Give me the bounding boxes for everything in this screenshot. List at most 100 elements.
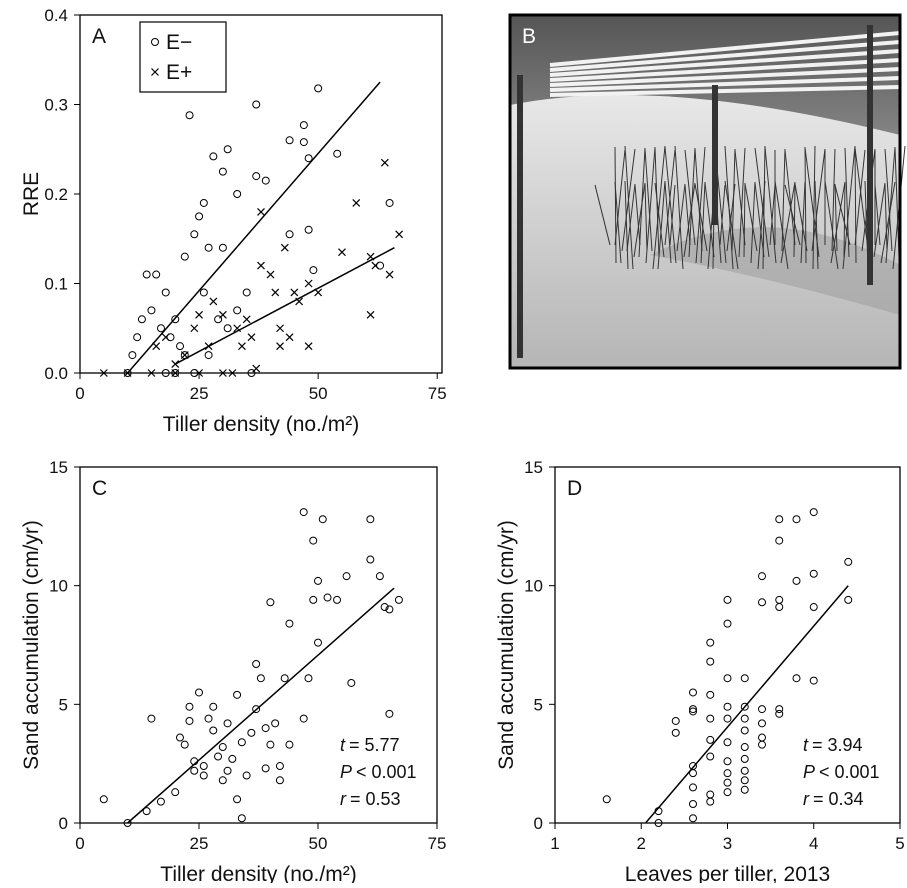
x-axis-title: Leaves per tiller, 2013 [625, 863, 830, 883]
photo-grass [724, 180, 739, 270]
photo-grass [754, 182, 765, 258]
photo-grass [614, 181, 622, 264]
photo-grass [885, 146, 896, 264]
legend-marker [151, 68, 159, 76]
photo-grass [824, 180, 839, 270]
photo-grass [694, 183, 708, 252]
photo-grass [688, 147, 696, 258]
data-point [375, 572, 384, 581]
photo-grass [734, 149, 746, 246]
data-point [257, 207, 265, 216]
data-point [209, 152, 218, 161]
data-point [304, 674, 313, 683]
data-point [706, 638, 715, 647]
photo-grass [614, 149, 626, 246]
data-point [218, 743, 227, 752]
photo-grass [624, 145, 634, 270]
annotation-value: = 0.53 [350, 789, 401, 809]
photo-grass [814, 180, 819, 270]
data-point [218, 776, 227, 785]
x-axis-title: Tiller density (no./m²) [160, 863, 356, 883]
data-point [156, 797, 165, 806]
data-point [809, 603, 818, 612]
y-tick-label: 0 [534, 814, 543, 833]
data-point [758, 705, 766, 714]
data-point [309, 266, 318, 275]
y-tick-label: 15 [49, 458, 68, 477]
data-point [190, 766, 199, 775]
photo-grass [676, 183, 686, 252]
panel-label: C [92, 477, 107, 500]
data-point [161, 288, 170, 297]
data-point [247, 728, 256, 737]
data-point [775, 709, 784, 718]
data-point [285, 136, 294, 145]
photo-grass [754, 147, 770, 258]
data-point [123, 819, 132, 827]
photo-grass [594, 184, 611, 246]
data-point [204, 714, 213, 723]
photo-grass [638, 147, 646, 258]
annotation-value: < 0.001 [819, 762, 880, 782]
data-point [723, 788, 732, 797]
data-point [261, 724, 270, 733]
y-axis-title: Sand accumulation (cm/yr) [20, 520, 43, 770]
data-point [275, 776, 284, 785]
data-point [180, 252, 189, 261]
x-axis-title: Tiller density (no./m²) [163, 413, 359, 436]
y-tick-label: 5 [59, 695, 68, 714]
y-tick-label: 0.4 [44, 6, 68, 25]
panel-label: A [92, 25, 106, 48]
data-point [706, 657, 715, 666]
data-point [195, 212, 204, 221]
data-point [706, 752, 715, 761]
panel-label: D [567, 477, 582, 500]
data-point [758, 740, 766, 749]
data-point [323, 593, 332, 602]
data-point [266, 598, 275, 607]
data-point [199, 771, 208, 780]
data-point [775, 515, 784, 524]
data-point [689, 783, 697, 792]
data-point [128, 351, 137, 360]
photo-grass [683, 182, 696, 258]
data-point [228, 369, 237, 377]
data-point [285, 230, 294, 239]
photo-grass [842, 145, 856, 270]
data-point [723, 674, 732, 683]
data-point [792, 674, 801, 683]
annotation-symbol: r [803, 789, 810, 809]
photo-grass [684, 149, 696, 246]
data-point [775, 536, 784, 545]
data-point [602, 795, 611, 804]
data-point [233, 795, 242, 804]
y-tick-label: 10 [49, 577, 68, 596]
data-point [380, 603, 389, 612]
photo-grass [884, 183, 888, 252]
photo-grass [861, 148, 876, 252]
photo-grass [884, 148, 893, 252]
photo-grass [652, 145, 666, 270]
data-point [161, 369, 170, 377]
data-point [185, 111, 194, 120]
data-point [809, 569, 818, 578]
data-point [137, 315, 146, 324]
data-point [654, 819, 663, 827]
photo-grass [812, 145, 816, 270]
data-point [233, 324, 242, 333]
data-point [689, 769, 697, 778]
data-point [299, 121, 308, 130]
data-point [242, 771, 251, 780]
data-point [142, 270, 151, 279]
data-point [99, 795, 108, 804]
data-point [199, 198, 208, 207]
data-point [285, 333, 294, 342]
x-tick-label: 75 [428, 834, 447, 853]
x-tick-label: 2 [637, 834, 646, 853]
data-point [204, 351, 213, 360]
data-point [276, 342, 284, 351]
data-point [275, 762, 284, 771]
data-point [366, 252, 375, 261]
data-point [133, 333, 142, 342]
data-point [706, 797, 715, 806]
